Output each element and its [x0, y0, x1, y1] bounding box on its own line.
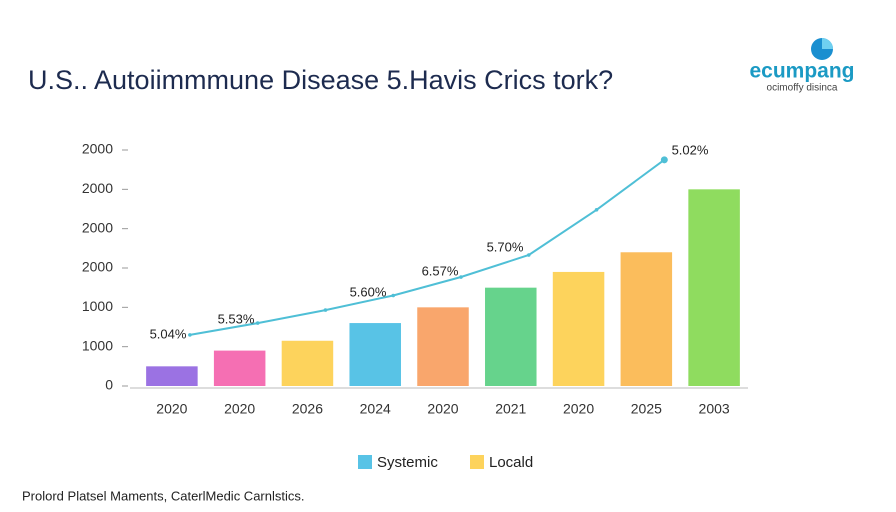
annotation: 6.57%	[422, 263, 459, 278]
annotation: 5.53%	[218, 311, 255, 326]
legend-label: Systemic	[377, 454, 438, 471]
chart-title: U.S.. Autoiimmmune Disease 5.Havis Crics…	[28, 65, 613, 95]
logo-icon-part	[822, 38, 833, 49]
annotation: 5.02%	[672, 142, 709, 157]
y-tick-label: 2000	[82, 219, 113, 235]
x-tick-label: 2020	[224, 401, 255, 417]
x-tick-label: 2024	[360, 401, 391, 417]
footer: Prolord Platsel Maments, CaterlMedic Car…	[22, 488, 304, 503]
y-tick-label: 0	[105, 377, 113, 393]
x-tick-label: 2021	[495, 401, 526, 417]
line	[189, 158, 665, 336]
bar	[146, 366, 198, 386]
logo-name: ecumpang	[749, 60, 854, 83]
y-tick-label: 2000	[82, 259, 113, 275]
bar	[417, 307, 469, 386]
annotation: 5.04%	[150, 326, 187, 341]
y-tick-label: 2000	[82, 180, 113, 196]
legend-label: Locald	[489, 454, 533, 471]
legend-swatch	[470, 455, 484, 469]
bar	[281, 340, 334, 386]
bar	[688, 189, 740, 386]
annotation: 5.60%	[350, 284, 387, 299]
y-tick-label: 1000	[82, 337, 113, 353]
y-tick-label: 2000	[82, 141, 113, 157]
bar	[552, 271, 605, 386]
x-tick-label: 2020	[563, 401, 594, 417]
bar	[213, 350, 266, 386]
x-tick-label: 2003	[699, 401, 730, 417]
bar	[349, 323, 401, 386]
x-tick-label: 2025	[631, 401, 662, 417]
bar	[485, 287, 537, 386]
y-tick-label: 1000	[82, 298, 113, 314]
x-tick-label: 2026	[292, 401, 323, 417]
logo: ecumpang ocimoffy disinca	[749, 38, 855, 94]
legend-swatch	[358, 455, 372, 469]
annotation: 5.70%	[487, 239, 524, 254]
x-tick-label: 2020	[156, 401, 187, 417]
x-tick-label: 2020	[427, 401, 458, 417]
bar	[620, 252, 673, 386]
logo-tagline: ocimoffy disinca	[767, 83, 838, 94]
